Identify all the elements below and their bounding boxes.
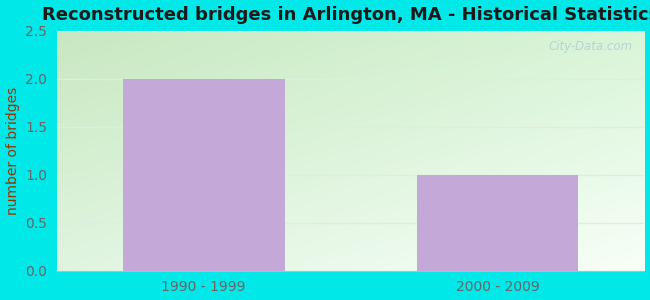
Title: Reconstructed bridges in Arlington, MA - Historical Statistics: Reconstructed bridges in Arlington, MA -… (42, 6, 650, 24)
Bar (417, 175, 578, 271)
Y-axis label: number of bridges: number of bridges (6, 87, 20, 215)
Text: City-Data.com: City-Data.com (549, 40, 632, 53)
Bar (123, 79, 285, 271)
